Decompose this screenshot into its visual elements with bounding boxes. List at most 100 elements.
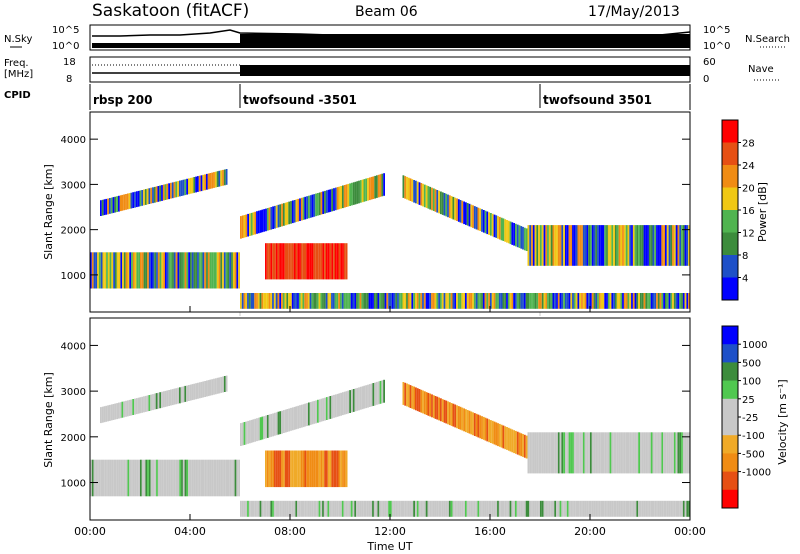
echo-cell <box>120 459 123 497</box>
echo-cell <box>383 173 385 196</box>
echo-cell <box>672 432 674 474</box>
echo-cell <box>682 432 685 474</box>
echo-cell <box>418 500 421 517</box>
echo-cell <box>106 459 108 497</box>
echo-cell <box>616 293 619 309</box>
echo-cell <box>279 293 282 309</box>
echo-cell <box>311 500 314 517</box>
echo-cell <box>190 459 192 497</box>
echo-cell <box>686 225 689 266</box>
echo-cell <box>359 180 362 203</box>
echo-cell <box>100 252 103 289</box>
echo-cell <box>209 173 212 189</box>
echo-cell <box>427 186 430 209</box>
echo-cell <box>329 396 332 419</box>
echo-cell <box>413 500 415 517</box>
echo-cell <box>602 432 605 474</box>
echo-region <box>527 225 690 266</box>
echo-cell <box>211 252 214 289</box>
echo-cell <box>482 416 485 440</box>
echo-cell <box>631 225 633 266</box>
echo-cell <box>168 459 171 497</box>
echo-cell <box>588 293 590 309</box>
echo-cell <box>329 500 332 517</box>
echo-cell <box>493 214 496 238</box>
echo-cell <box>331 500 333 517</box>
echo-cell <box>523 227 526 251</box>
echo-cell <box>225 375 228 392</box>
echo-cell <box>241 293 244 309</box>
echo-cell <box>102 459 105 497</box>
echo-cell <box>434 500 437 517</box>
echo-cell <box>525 228 528 251</box>
colorbar-tick-label: 4 <box>742 274 748 285</box>
echo-cell <box>198 252 201 289</box>
echo-cell <box>638 225 640 266</box>
echo-cell <box>450 196 453 219</box>
echo-cell <box>504 426 507 450</box>
echo-cell <box>654 500 657 517</box>
echo-cell <box>354 293 357 309</box>
echo-cell <box>427 392 430 416</box>
echo-cell <box>536 293 539 309</box>
echo-cell <box>634 500 637 517</box>
echo-cell <box>304 403 307 427</box>
echo-cell <box>679 293 682 309</box>
echo-cell <box>277 500 280 517</box>
echo-cell <box>665 500 667 517</box>
echo-cell <box>291 293 294 309</box>
echo-cell <box>481 209 483 232</box>
echo-cell <box>647 500 649 517</box>
nave-tick-top: 60 <box>703 57 716 68</box>
echo-cell <box>520 293 523 309</box>
echo-cell <box>134 252 137 289</box>
colorbar-swatch <box>722 362 738 382</box>
echo-cell <box>261 416 264 440</box>
echo-cell <box>440 191 442 215</box>
echo-cell <box>329 450 332 488</box>
freq-unit: [MHz] <box>4 69 33 80</box>
echo-cell <box>359 386 362 410</box>
y-tick-label: 1000 <box>61 271 86 282</box>
echo-cell <box>281 500 283 517</box>
echo-cell <box>206 459 208 497</box>
echo-cell <box>418 182 421 205</box>
echo-cell <box>407 384 410 408</box>
echo-cell <box>629 225 632 266</box>
echo-cell <box>376 381 378 405</box>
echo-cell <box>320 191 323 215</box>
echo-cell <box>323 500 326 517</box>
echo-cell <box>473 206 476 229</box>
echo-cell <box>247 213 249 237</box>
echo-cell <box>282 293 285 309</box>
echo-cell <box>109 198 111 214</box>
echo-cell <box>532 432 535 474</box>
echo-cell <box>263 209 266 232</box>
echo-cell <box>241 500 244 517</box>
echo-cell <box>179 180 181 197</box>
echo-cell <box>568 293 571 309</box>
echo-cell <box>432 188 435 211</box>
echo-cell <box>297 198 300 222</box>
echo-cell <box>247 500 249 517</box>
echo-cell <box>191 252 194 289</box>
echo-cell <box>420 183 423 206</box>
echo-cell <box>109 252 112 289</box>
echo-cell <box>139 190 142 207</box>
echo-cell <box>374 382 377 406</box>
echo-cell <box>431 394 433 418</box>
echo-cell <box>186 385 188 402</box>
echo-cell <box>155 186 158 203</box>
echo-cell <box>324 243 326 280</box>
echo-cell <box>288 201 291 225</box>
echo-cell <box>436 500 439 517</box>
echo-cell <box>550 293 553 309</box>
echo-cell <box>152 252 155 289</box>
echo-cell <box>479 293 482 309</box>
echo-cell <box>606 432 608 474</box>
echo-cell <box>272 500 274 517</box>
echo-cell <box>515 223 517 247</box>
echo-cell <box>229 252 232 289</box>
echo-cell <box>550 500 553 517</box>
echo-cell <box>413 386 415 410</box>
